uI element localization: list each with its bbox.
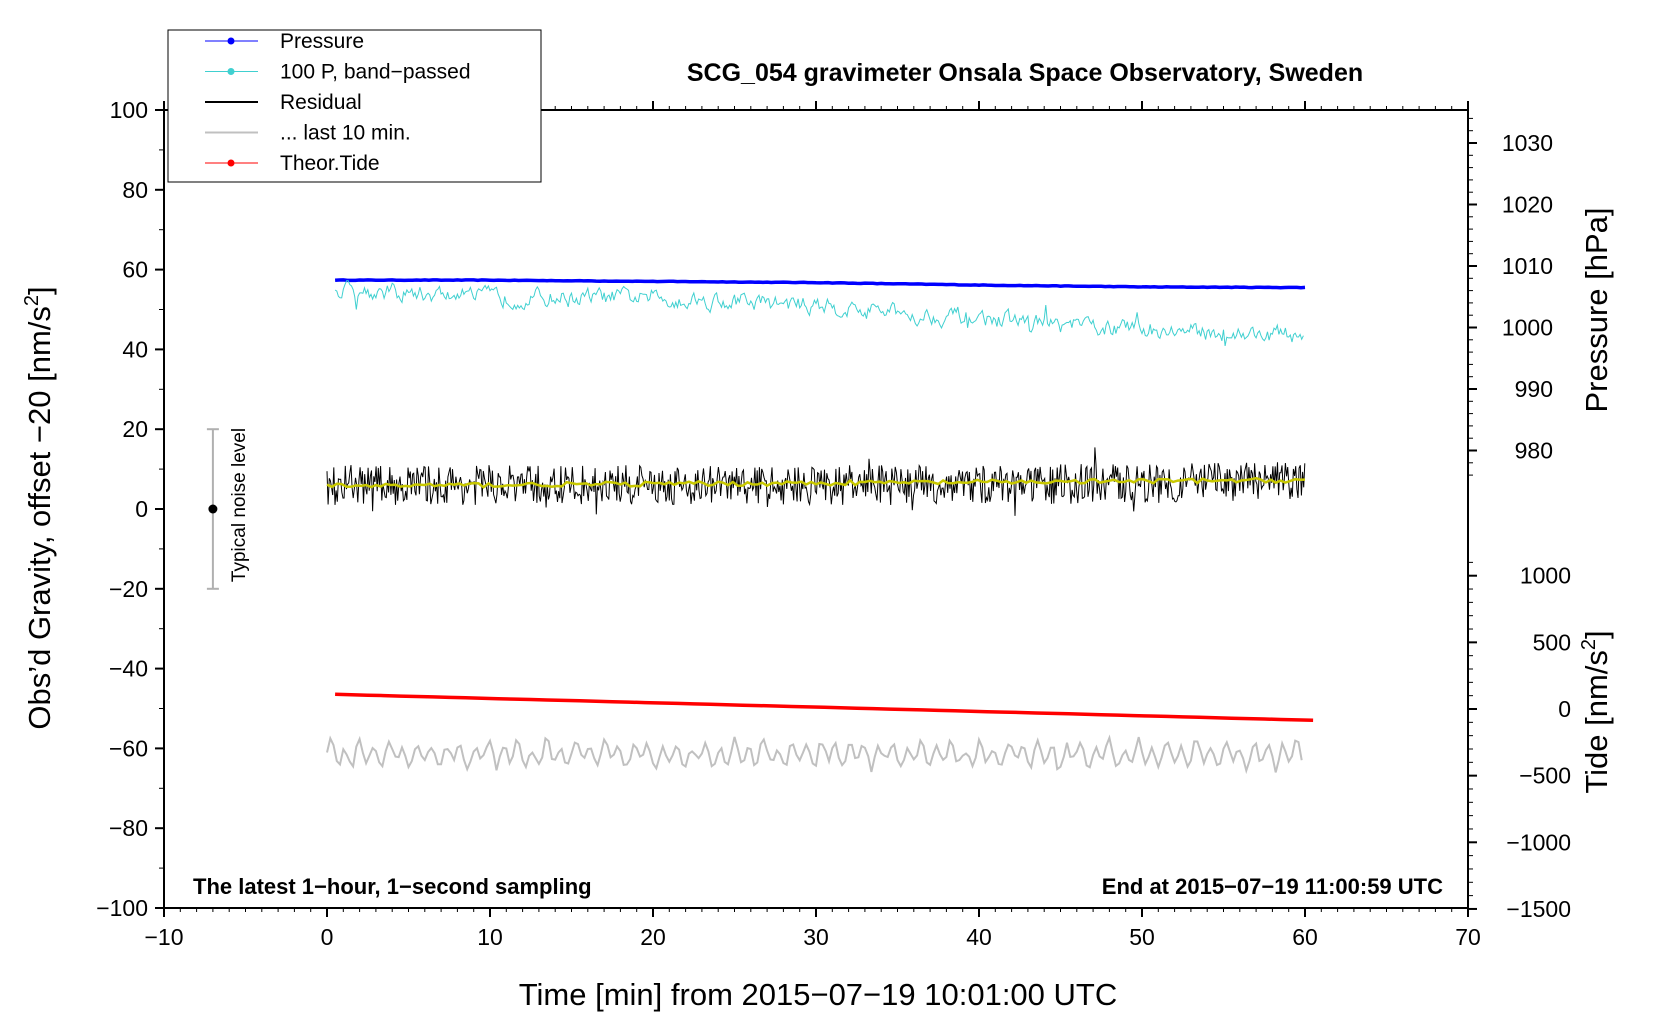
series-last-10-min xyxy=(326,734,1303,775)
x-tick-label: 20 xyxy=(640,924,666,950)
y-tick-label: 20 xyxy=(122,416,148,442)
pressure-tick-label: 1010 xyxy=(1502,253,1553,279)
x-axis-label: Time [min] from 2015−07−19 10:01:00 UTC xyxy=(519,977,1118,1012)
pressure-tick-label: 1000 xyxy=(1502,315,1553,341)
tide-tick-label: −1500 xyxy=(1506,896,1571,922)
y-tick-label: 0 xyxy=(135,496,148,522)
legend-marker xyxy=(227,159,235,167)
tide-tick-label: −1000 xyxy=(1506,829,1571,855)
axes: −10 0 10 20 30 40 50 60 70−100−80−60−40−20020406… xyxy=(96,97,1571,950)
x-tick-label: 50 xyxy=(1129,924,1155,950)
series-pressure-bandpassed xyxy=(334,280,1304,346)
y-tick-label: 80 xyxy=(122,177,148,203)
legend-label: ... last 10 min. xyxy=(280,122,411,145)
y-tick-label: 100 xyxy=(110,97,148,123)
annotation-left: The latest 1−hour, 1−second sampling xyxy=(193,874,592,899)
legend: Pressure 100 P, band−passed Residual ... la… xyxy=(167,29,542,183)
x-tick-label: 40 xyxy=(966,924,992,950)
noise-level-label: Typical noise level xyxy=(229,428,250,582)
chart-title: SCG_054 gravimeter Onsala Space Observat… xyxy=(687,59,1363,87)
x-tick-label: 60 xyxy=(1292,924,1318,950)
legend-marker xyxy=(227,37,235,45)
x-tick-label: 0 xyxy=(321,924,334,950)
y-tick-label: −60 xyxy=(109,735,148,761)
series-pressure xyxy=(334,278,1306,290)
annotation-right: End at 2015−07−19 11:00:59 UTC xyxy=(1102,874,1443,899)
series-residual-smoothed xyxy=(326,476,1306,489)
legend-box xyxy=(167,29,542,183)
plot-area xyxy=(206,278,1314,775)
y-tick-label: 40 xyxy=(122,336,148,362)
pressure-tick-label: 980 xyxy=(1515,438,1553,464)
legend-label: Residual xyxy=(280,91,362,114)
tide-tick-label: 1000 xyxy=(1520,563,1571,589)
pressure-tick-label: 1020 xyxy=(1502,192,1553,218)
pressure-axis-label: Pressure [hPa] xyxy=(1579,207,1614,412)
pressure-tick-label: 990 xyxy=(1515,376,1553,402)
tide-tick-label: −500 xyxy=(1519,763,1571,789)
tide-tick-label: 0 xyxy=(1558,696,1571,722)
y-tick-label: −100 xyxy=(96,895,148,921)
x-tick-label: 10 xyxy=(477,924,503,950)
tide-tick-label: 500 xyxy=(1533,629,1571,655)
tide-axis-label: Tide [nm/s2] xyxy=(1578,630,1614,793)
y-tick-label: −40 xyxy=(109,656,148,682)
noise-bar-center-dot xyxy=(208,504,218,514)
x-tick-label: 70 xyxy=(1455,924,1481,950)
legend-label: Theor.Tide xyxy=(280,152,380,175)
legend-label: 100 P, band−passed xyxy=(280,61,471,84)
y-tick-label: −20 xyxy=(109,576,148,602)
x-tick-label: 30 xyxy=(803,924,829,950)
y-tick-label: 60 xyxy=(122,257,148,283)
legend-label: Pressure xyxy=(280,30,364,53)
series-theor-tide xyxy=(335,692,1314,723)
y-tick-label: −80 xyxy=(109,815,148,841)
series-residual xyxy=(326,447,1306,516)
y-axis-label: Obs’d Gravity, offset −20 [nm/s2] xyxy=(21,286,57,729)
x-tick-label: −10 xyxy=(144,924,183,950)
pressure-tick-label: 1030 xyxy=(1502,130,1553,156)
legend-marker xyxy=(227,68,235,75)
plot-frame xyxy=(163,109,1469,909)
